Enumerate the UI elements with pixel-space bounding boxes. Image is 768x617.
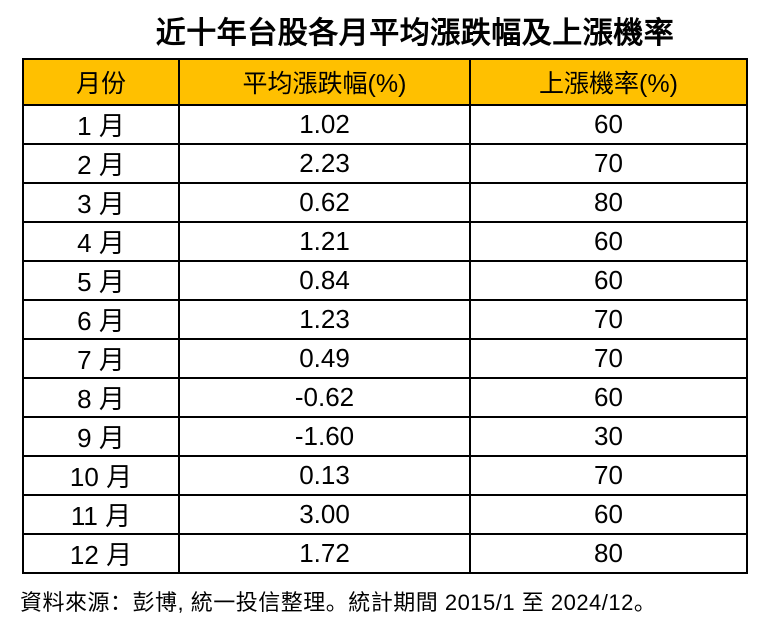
header-row: 月份 平均漲跌幅(%) 上漲機率(%) (22, 58, 748, 106)
month-cell: 1 月 (22, 104, 180, 145)
table-row: 1 月 1.02 60 (22, 104, 748, 145)
table-row: 6 月 1.23 70 (22, 299, 748, 340)
avg-change-cell: 1.02 (178, 104, 471, 145)
up-probability-cell: 70 (469, 299, 748, 340)
month-cell: 9 月 (22, 416, 180, 457)
column-header-avg-change: 平均漲跌幅(%) (178, 58, 471, 106)
avg-change-cell: 1.21 (178, 221, 471, 262)
table-row: 12 月 1.72 80 (22, 533, 748, 574)
avg-change-cell: -0.62 (178, 377, 471, 418)
column-header-up-probability: 上漲機率(%) (469, 58, 748, 106)
table-row: 8 月 -0.62 60 (22, 377, 748, 418)
avg-change-cell: 0.13 (178, 455, 471, 496)
avg-change-cell: 0.84 (178, 260, 471, 301)
page-title: 近十年台股各月平均漲跌幅及上漲機率 (155, 17, 675, 50)
table-row: 5 月 0.84 60 (22, 260, 748, 301)
avg-change-cell: 3.00 (178, 494, 471, 535)
month-cell: 5 月 (22, 260, 180, 301)
up-probability-cell: 60 (469, 494, 748, 535)
month-cell: 8 月 (22, 377, 180, 418)
table-row: 4 月 1.21 60 (22, 221, 748, 262)
month-cell: 3 月 (22, 182, 180, 223)
source-note: 資料來源：彭博, 統一投信整理。統計期間 2015/1 至 2024/12。 (20, 590, 657, 615)
month-cell: 7 月 (22, 338, 180, 379)
month-cell: 2 月 (22, 143, 180, 184)
column-header-month: 月份 (22, 58, 180, 106)
avg-change-cell: -1.60 (178, 416, 471, 457)
up-probability-cell: 80 (469, 182, 748, 223)
up-probability-cell: 70 (469, 143, 748, 184)
month-cell: 12 月 (22, 533, 180, 574)
up-probability-cell: 70 (469, 338, 748, 379)
up-probability-cell: 70 (469, 455, 748, 496)
avg-change-cell: 0.49 (178, 338, 471, 379)
up-probability-cell: 30 (469, 416, 748, 457)
avg-change-cell: 0.62 (178, 182, 471, 223)
avg-change-cell: 2.23 (178, 143, 471, 184)
avg-change-cell: 1.72 (178, 533, 471, 574)
up-probability-cell: 60 (469, 377, 748, 418)
avg-change-cell: 1.23 (178, 299, 471, 340)
up-probability-cell: 60 (469, 221, 748, 262)
up-probability-cell: 60 (469, 260, 748, 301)
table-row: 2 月 2.23 70 (22, 143, 748, 184)
month-cell: 10 月 (22, 455, 180, 496)
table-row: 10 月 0.13 70 (22, 455, 748, 496)
table-row: 7 月 0.49 70 (22, 338, 748, 379)
up-probability-cell: 80 (469, 533, 748, 574)
month-cell: 4 月 (22, 221, 180, 262)
table-row: 11 月 3.00 60 (22, 494, 748, 535)
monthly-stats-table: 月份 平均漲跌幅(%) 上漲機率(%) 1 月 1.02 60 2 月 2.23 70 3 … (22, 58, 748, 574)
month-cell: 11 月 (22, 494, 180, 535)
up-probability-cell: 60 (469, 104, 748, 145)
table-row: 9 月 -1.60 30 (22, 416, 748, 457)
month-cell: 6 月 (22, 299, 180, 340)
table-row: 3 月 0.62 80 (22, 182, 748, 223)
